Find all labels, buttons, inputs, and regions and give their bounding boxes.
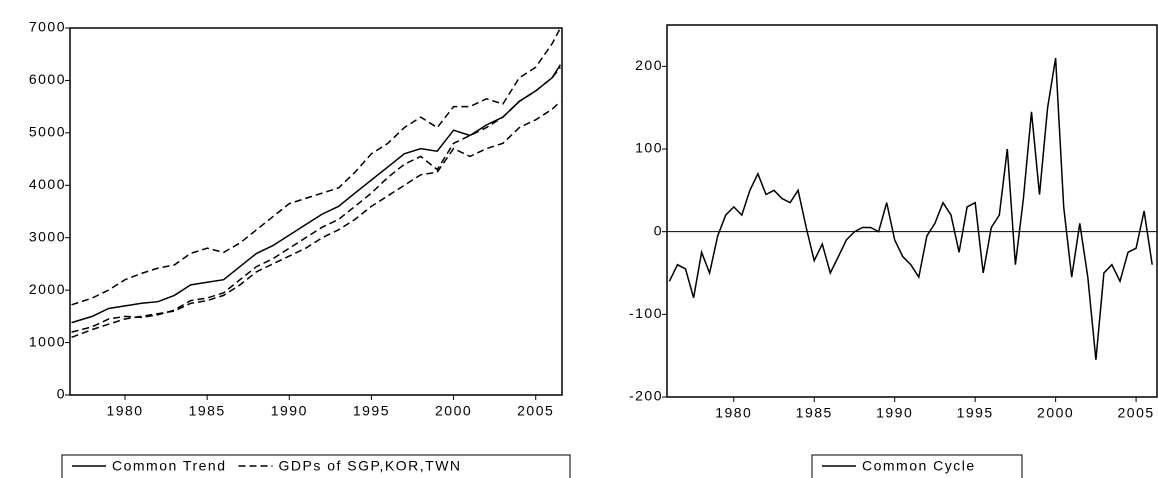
series-line: [71, 28, 562, 306]
series-line: [71, 66, 561, 333]
x-tick-label: 1985: [189, 403, 226, 419]
series-line: [71, 100, 561, 339]
x-tick-label: 2005: [1118, 405, 1155, 421]
x-tick-label: 1995: [957, 405, 994, 421]
x-tick-label: 1980: [106, 403, 143, 419]
y-tick-label: 5000: [29, 124, 66, 140]
x-tick-label: 1985: [796, 405, 833, 421]
x-tick-label: 1990: [876, 405, 913, 421]
y-tick-label: -200: [629, 388, 663, 404]
x-tick-label: 2000: [1037, 405, 1074, 421]
y-tick-label: 2000: [29, 281, 66, 297]
series-line: [668, 57, 1153, 360]
plot-frame: [666, 24, 1158, 398]
plot-frame: [69, 27, 563, 396]
y-tick-label: 1000: [29, 333, 66, 349]
y-tick-label: 7000: [29, 19, 66, 35]
legend-label: Common Trend: [112, 458, 226, 474]
x-tick-label: 1990: [271, 403, 308, 419]
y-tick-label: 200: [635, 57, 663, 73]
legend-box: [811, 454, 1023, 478]
y-tick-label: -100: [629, 305, 663, 321]
legend-label: Common Cycle: [862, 458, 976, 474]
y-tick-label: 6000: [29, 71, 66, 87]
x-tick-label: 2000: [435, 403, 472, 419]
y-tick-label: 3000: [29, 228, 66, 244]
y-tick-label: 100: [635, 140, 663, 156]
legend-label: GDPs of SGP,KOR,TWN: [278, 458, 461, 474]
y-tick-label: 4000: [29, 176, 66, 192]
x-tick-label: 1995: [353, 403, 390, 419]
x-tick-label: 1980: [715, 405, 752, 421]
x-tick-label: 2005: [517, 403, 554, 419]
y-tick-label: 0: [654, 222, 663, 238]
legend-box: [61, 454, 571, 478]
series-line: [71, 64, 562, 324]
y-tick-label: 0: [57, 386, 66, 402]
